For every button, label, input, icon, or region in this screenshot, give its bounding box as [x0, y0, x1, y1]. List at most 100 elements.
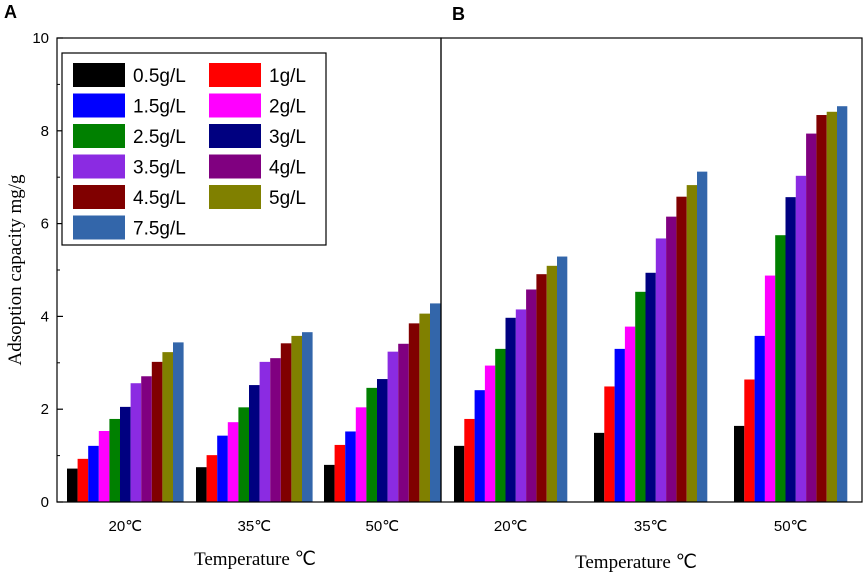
bar: [270, 358, 281, 502]
bar: [454, 445, 465, 502]
bar: [206, 455, 218, 502]
x-axis-title: Temperature ℃: [194, 549, 316, 570]
bar: [398, 343, 409, 502]
bar: [764, 275, 776, 502]
legend-swatch: [73, 185, 125, 209]
bar: [387, 351, 399, 502]
panel-b-letter: B: [452, 4, 465, 24]
y-tick-label: 6: [41, 216, 49, 233]
legend-label: 0.5g/L: [133, 66, 186, 87]
legend-swatch: [209, 154, 261, 179]
bar: [291, 335, 302, 502]
legend-label: 7.5g/L: [133, 219, 186, 240]
bar: [109, 418, 120, 502]
bar: [141, 376, 152, 502]
bar: [355, 407, 367, 502]
x-tick-label: 35℃: [634, 518, 668, 535]
x-tick-label: 20℃: [494, 518, 528, 535]
bar: [676, 196, 687, 502]
panel-a: 0 2 4 6 8 10 Adsoption capacity mg/g 20℃ 35℃ 50℃ T…: [5, 30, 442, 570]
legend-label: 3g/L: [269, 127, 306, 148]
legend-swatch: [209, 93, 261, 118]
bar: [88, 445, 99, 502]
bar: [526, 289, 537, 502]
bar: [345, 431, 356, 502]
bar: [238, 407, 249, 502]
bar: [464, 418, 475, 502]
y-tick-label: 10: [32, 30, 49, 47]
bar: [505, 317, 516, 502]
bar: [624, 326, 636, 502]
y-tick-label: 2: [41, 401, 49, 418]
bar: [408, 323, 420, 502]
bar: [697, 171, 708, 502]
bar: [754, 335, 765, 502]
legend-swatch: [73, 154, 125, 179]
bar: [67, 468, 78, 502]
bar: [557, 256, 568, 502]
bar: [775, 235, 786, 502]
panel-a-letter: A: [4, 2, 17, 22]
bar: [217, 435, 228, 502]
bar: [816, 115, 827, 503]
bar: [795, 175, 807, 502]
bar: [806, 133, 817, 502]
legend-swatch: [73, 215, 125, 240]
bar: [151, 361, 163, 502]
plot-frame: [440, 37, 863, 503]
x-axis-title: Temperature ℃: [575, 552, 697, 573]
bar: [334, 444, 346, 502]
legend-label: 2g/L: [269, 97, 306, 118]
legend-swatch: [73, 63, 125, 87]
bar: [227, 422, 239, 502]
bar: [162, 352, 173, 502]
bar: [377, 379, 388, 502]
panel-b: 20℃ 35℃ 50℃ Temperature ℃: [440, 37, 863, 573]
bar: [604, 386, 615, 502]
bar: [280, 343, 292, 502]
bar: [173, 342, 184, 502]
bar: [366, 387, 377, 502]
bar: [495, 348, 506, 502]
x-tick-label: 20℃: [109, 518, 143, 535]
legend-swatch: [73, 124, 125, 148]
bar: [196, 467, 207, 502]
bar: [785, 197, 796, 502]
legend-label: 1g/L: [269, 66, 306, 87]
bar: [259, 361, 271, 502]
bar: [686, 185, 697, 502]
y-tick-label: 0: [41, 494, 49, 511]
bar: [249, 385, 260, 502]
legend-label: 1.5g/L: [133, 97, 186, 118]
bar: [130, 383, 142, 502]
x-tick-label: 50℃: [366, 518, 400, 535]
bar: [655, 238, 667, 502]
bar: [324, 464, 335, 502]
legend: 0.5g/L 1g/L 1.5g/L 2g/L 2.5g/L 3g/L 3.5g/L 4g/L…: [61, 52, 327, 246]
legend-label: 4.5g/L: [133, 188, 186, 209]
bar: [546, 265, 557, 502]
bar: [430, 303, 441, 502]
y-tick-label: 4: [41, 308, 49, 325]
bar: [484, 365, 496, 502]
bar: [98, 431, 110, 502]
legend-label: 5g/L: [269, 188, 306, 209]
bar: [419, 313, 430, 502]
bar: [515, 309, 527, 502]
x-tick-label: 50℃: [774, 518, 808, 535]
bar: [635, 291, 646, 502]
bar: [744, 379, 755, 502]
y-tick-label: 8: [41, 123, 49, 140]
bar: [474, 390, 485, 502]
bar: [614, 348, 625, 502]
legend-label: 4g/L: [269, 158, 306, 179]
legend-swatch: [73, 93, 125, 118]
bar: [666, 216, 677, 502]
bar: [826, 111, 837, 502]
bar: [837, 106, 848, 503]
legend-swatch: [209, 124, 261, 148]
y-axis-title: Adsoption capacity mg/g: [5, 174, 26, 366]
bar: [734, 425, 745, 502]
bar: [77, 458, 89, 502]
legend-label: 2.5g/L: [133, 127, 186, 148]
